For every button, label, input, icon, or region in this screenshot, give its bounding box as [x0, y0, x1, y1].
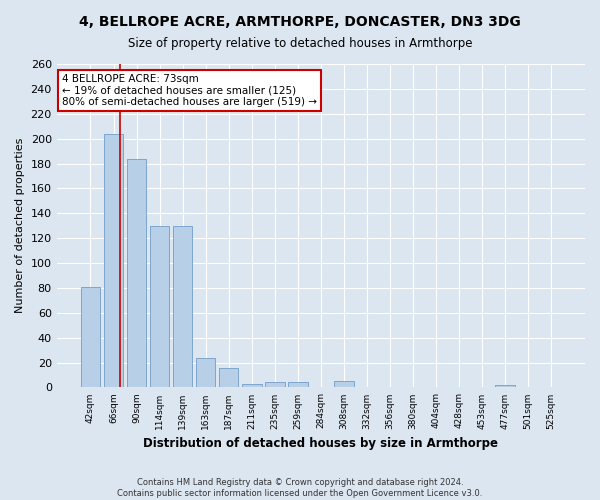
Bar [242, 384, 262, 388]
Text: Size of property relative to detached houses in Armthorpe: Size of property relative to detached ho… [128, 38, 472, 51]
Bar [496, 385, 515, 388]
Text: 4 BELLROPE ACRE: 73sqm
← 19% of detached houses are smaller (125)
80% of semi-de: 4 BELLROPE ACRE: 73sqm ← 19% of detached… [62, 74, 317, 107]
Bar [150, 226, 169, 388]
Bar [127, 158, 146, 388]
Bar [104, 134, 123, 388]
Text: Contains HM Land Registry data © Crown copyright and database right 2024.
Contai: Contains HM Land Registry data © Crown c… [118, 478, 482, 498]
Bar [196, 358, 215, 388]
Text: 4, BELLROPE ACRE, ARMTHORPE, DONCASTER, DN3 3DG: 4, BELLROPE ACRE, ARMTHORPE, DONCASTER, … [79, 15, 521, 29]
Bar [173, 226, 193, 388]
X-axis label: Distribution of detached houses by size in Armthorpe: Distribution of detached houses by size … [143, 437, 499, 450]
Y-axis label: Number of detached properties: Number of detached properties [15, 138, 25, 314]
Bar [334, 381, 353, 388]
Bar [80, 286, 100, 388]
Bar [288, 382, 308, 388]
Bar [219, 368, 238, 388]
Bar [265, 382, 284, 388]
